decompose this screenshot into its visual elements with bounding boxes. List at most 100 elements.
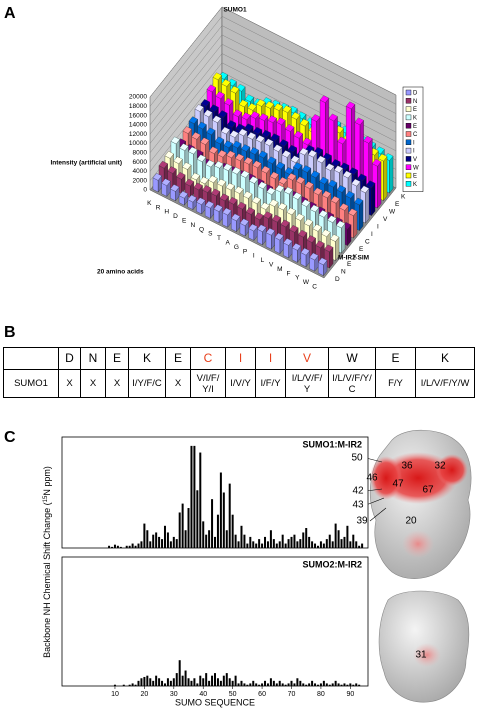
bar bbox=[211, 499, 214, 548]
bar bbox=[166, 532, 169, 548]
bar-top bbox=[267, 156, 277, 165]
x-tick-label: M bbox=[277, 266, 282, 273]
bar-top bbox=[205, 159, 215, 168]
y-tick-label: 0 bbox=[143, 187, 147, 194]
bar-top bbox=[188, 146, 198, 155]
bar-top bbox=[274, 232, 284, 241]
bar-top bbox=[220, 126, 231, 135]
panel-label: B bbox=[4, 324, 16, 341]
column-header: E bbox=[375, 347, 416, 370]
x-tick-label: D bbox=[173, 213, 178, 220]
bar-top bbox=[187, 194, 197, 203]
bar-top bbox=[176, 172, 186, 180]
bar-top bbox=[339, 203, 349, 211]
x-tick-label: W bbox=[303, 279, 310, 286]
bar-top bbox=[221, 79, 231, 87]
bar-top bbox=[372, 158, 382, 167]
bar-top bbox=[167, 166, 177, 174]
y-tick-label: 18000 bbox=[129, 103, 147, 110]
column-header: K bbox=[128, 347, 166, 370]
bar bbox=[140, 541, 143, 548]
bar bbox=[175, 673, 178, 686]
bar bbox=[349, 683, 352, 686]
bar bbox=[305, 528, 308, 548]
column-header: E bbox=[165, 347, 191, 370]
bar-top bbox=[273, 144, 283, 152]
bar-top bbox=[243, 157, 253, 165]
bar-top bbox=[299, 147, 309, 156]
bar bbox=[214, 536, 216, 548]
bar-top bbox=[238, 99, 249, 108]
bar bbox=[334, 680, 337, 686]
bar-top bbox=[336, 185, 346, 193]
bar bbox=[234, 675, 237, 686]
x-tick-label: S bbox=[208, 231, 213, 238]
bar bbox=[293, 683, 296, 686]
bar-top bbox=[281, 150, 291, 158]
bar bbox=[219, 680, 222, 686]
cell: X bbox=[80, 369, 106, 398]
bar-top bbox=[264, 101, 275, 109]
x-tick-label: 70 bbox=[288, 691, 296, 698]
x-tick-label: 40 bbox=[199, 691, 207, 698]
bar bbox=[243, 534, 246, 548]
bar-top bbox=[345, 101, 356, 110]
bar bbox=[149, 541, 152, 548]
bar bbox=[252, 680, 255, 686]
bar-top bbox=[307, 149, 318, 158]
bar-top bbox=[269, 199, 279, 207]
column-header: W bbox=[328, 347, 376, 370]
bar-top bbox=[234, 153, 245, 162]
bar bbox=[343, 536, 346, 548]
bar-top bbox=[301, 199, 311, 207]
bar bbox=[316, 684, 319, 686]
bar-top bbox=[315, 240, 325, 249]
bar bbox=[358, 684, 361, 686]
residue-label: 46 bbox=[366, 473, 378, 484]
bar bbox=[193, 678, 196, 686]
legend-swatch bbox=[405, 139, 412, 146]
y-tick-label: 8000 bbox=[133, 150, 148, 157]
bar bbox=[246, 543, 249, 548]
z-tick-label: E bbox=[395, 201, 400, 208]
bar-top bbox=[286, 207, 296, 216]
bar-top bbox=[287, 144, 297, 153]
bar bbox=[319, 683, 322, 686]
bar bbox=[328, 684, 331, 686]
bar-top bbox=[313, 187, 323, 196]
bar-top bbox=[285, 124, 295, 132]
bar bbox=[287, 683, 290, 686]
bar bbox=[296, 541, 299, 548]
panel-label: C bbox=[4, 429, 16, 446]
bar-top bbox=[318, 257, 328, 266]
bar bbox=[172, 678, 175, 686]
legend-swatch bbox=[405, 181, 412, 187]
x-tick-label: H bbox=[164, 209, 169, 216]
bar-top bbox=[258, 150, 268, 159]
bar-top bbox=[336, 220, 346, 229]
bar bbox=[149, 678, 152, 686]
x-tick-label: 30 bbox=[170, 691, 178, 698]
bar bbox=[331, 683, 334, 686]
bar-top bbox=[226, 120, 237, 128]
bar bbox=[131, 543, 134, 548]
z-tick-label: N bbox=[341, 268, 346, 275]
bar-side bbox=[377, 161, 382, 209]
column-header: I bbox=[225, 347, 256, 370]
bar bbox=[361, 543, 364, 548]
cell: I/V/Y bbox=[225, 369, 256, 398]
bar bbox=[225, 673, 228, 686]
corner-cell bbox=[3, 347, 59, 370]
bar bbox=[152, 534, 155, 548]
bar-side bbox=[365, 187, 370, 224]
bar-top bbox=[312, 224, 322, 232]
bar-top bbox=[231, 166, 241, 175]
bar bbox=[346, 525, 349, 548]
legend-box bbox=[402, 86, 424, 192]
bar-top bbox=[244, 123, 254, 131]
bar bbox=[272, 539, 275, 548]
bar-top bbox=[243, 191, 253, 199]
bar-top bbox=[258, 113, 269, 121]
bar-top bbox=[217, 149, 227, 158]
